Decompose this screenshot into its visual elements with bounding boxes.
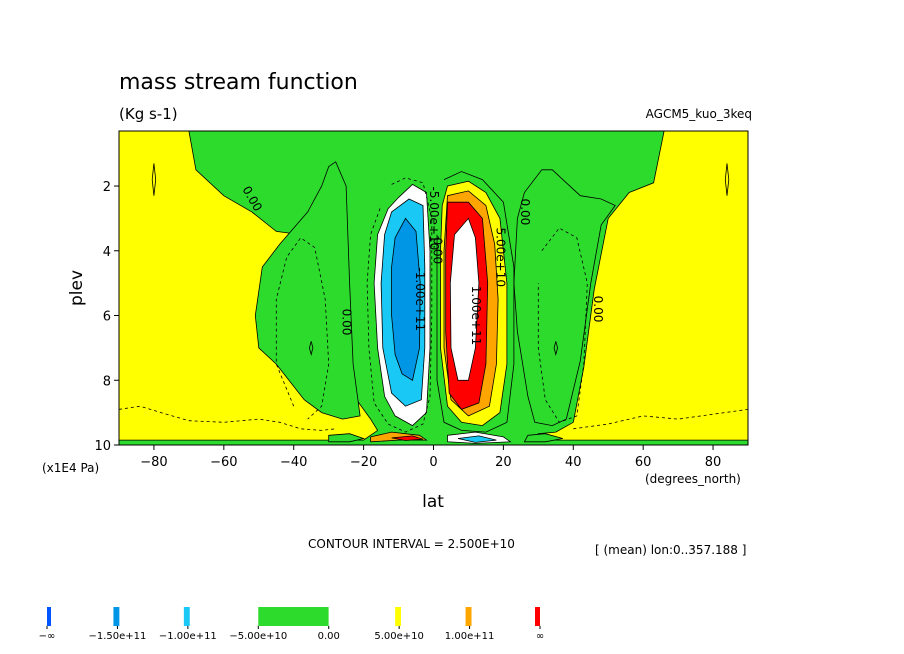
contour-lines [119,163,748,433]
colorbar-swatch-1 [51,607,114,626]
contour-region-zero-3 [513,169,616,427]
contour-line-9 [553,341,559,356]
x-axis-units: (degrees_north) [645,472,741,486]
y-axis-units: (x1E4 Pa) [42,461,99,475]
contour-label-4: 0.00 [430,237,444,264]
contour-line-8 [724,163,730,196]
y-tick-label: 2 [103,180,111,195]
contour-region-neg3-6 [391,217,421,381]
contour-region-pos4-10 [449,217,480,381]
y-axis-label: plev [67,270,87,306]
contour-region-zero-12 [523,433,563,443]
x-tick-label: 40 [565,455,582,470]
contour-interval: CONTOUR INTERVAL = 2.500E+10 [308,537,515,551]
x-tick-label: 20 [495,455,512,470]
colorbar-swatch-7 [328,607,396,626]
contour-region-neg2-16 [457,435,497,443]
filled-contour-regions [119,131,748,444]
y-tick-label: 6 [103,310,111,325]
contour-label-2: -5.00e+10 [427,187,441,251]
chart-units: (Kg s-1) [119,105,178,123]
contour-region-pos3-14 [391,435,424,441]
x-axis: −80 −60 −40 −20 0 20 40 60 80 [140,445,721,470]
contour-line-5 [436,171,515,433]
contour-line-2 [537,227,588,423]
colorbar-swatch-4 [183,607,190,626]
colorbar-swatch-8 [395,607,402,626]
colorbar-swatch-12 [535,607,540,626]
x-axis-label: lat [422,492,444,512]
contour-line-0 [119,405,336,431]
contour-line-6 [151,163,157,196]
x-tick-label: −40 [280,455,307,470]
colorbar-swatch-9 [401,607,466,626]
y-tick-label: 4 [103,245,111,260]
colorbar-label: 5.00e+10 [374,631,424,642]
colorbar-label: −1.50e+11 [88,631,146,642]
contour-labels: 0.000.00-5.00e+10-1.00e+110.001.00e+115.… [239,184,605,346]
contour-label-7: 0.00 [518,199,532,226]
colorbar-swatch-6 [258,607,329,626]
colorbar-swatch-3 [119,607,184,626]
contour-label-8: 0.00 [591,296,605,323]
colorbar-swatch-5 [189,607,259,626]
colorbar-swatch-11 [471,607,535,626]
contour-label-5: 1.00e+11 [469,286,483,345]
contour-label-1: 0.00 [340,309,354,336]
model-name: AGCM5_kuo_3keq [646,107,752,121]
colorbar: −∞ −1.50e+11 −1.00e+11 −5.00e+10 0.00 5.00e+1… [39,607,544,642]
colorbar-label: −1.00e+11 [159,631,217,642]
colorbar-label: 1.00e+11 [445,631,495,642]
colorbar-swatch-2 [113,607,120,626]
x-tick-label: 0 [429,455,437,470]
contour-region-zero-11 [328,433,366,443]
colorbar-swatch-10 [465,607,472,626]
contour-region-zero-2 [254,161,361,420]
chart-title: mass stream function [119,70,358,95]
contour-label-3: -1.00e+11 [413,267,427,331]
contour-line-7 [308,341,314,356]
x-tick-label: 60 [635,455,652,470]
colorbar-label: −∞ [39,631,56,642]
x-tick-label: 80 [705,455,722,470]
mean-info: [ (mean) lon:0..357.188 ] [595,543,746,557]
colorbar-label: −5.00e+10 [229,631,287,642]
x-tick-label: −60 [210,455,237,470]
colorbar-label: ∞ [536,631,544,642]
contour-line-1 [275,237,330,420]
colorbar-swatch-0 [47,607,51,626]
y-axis: 2 4 6 8 10 [94,180,119,454]
y-tick-label: 10 [94,439,111,454]
contour-label-6: 5.00e+10 [493,228,507,287]
colorbar-label: 0.00 [318,631,340,642]
x-tick-label: −20 [350,455,377,470]
x-tick-label: −80 [140,455,167,470]
y-tick-label: 8 [103,374,111,389]
